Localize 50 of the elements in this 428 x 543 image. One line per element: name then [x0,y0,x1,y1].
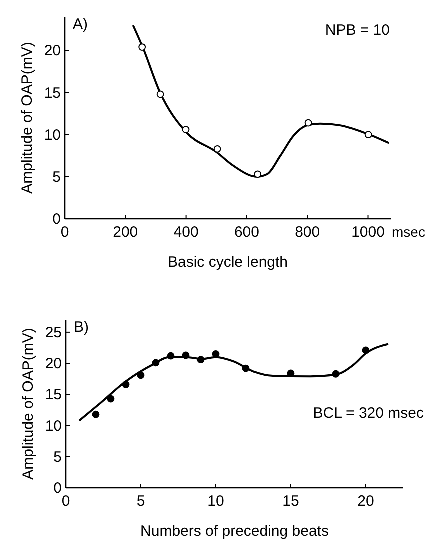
chart-title: B) [74,319,90,336]
point [156,90,164,98]
point [197,356,205,364]
annotation: BCL = 320 msec [313,405,424,422]
y-tick-label: 20 [44,42,61,60]
line-series [132,24,390,178]
x-tick-label: 200 [113,224,138,241]
y-tick-label: 15 [44,84,61,102]
y-axis-title: Amplitude of OAP(mV) [20,328,37,480]
x-tick-label: 600 [234,224,260,241]
point [362,346,370,354]
point [138,44,146,51]
point [214,145,222,153]
y-tick-label: 20 [45,356,62,373]
x-tick-label: 5 [136,493,146,510]
x-tick-label: 400 [174,224,199,241]
point [167,352,175,360]
y-tick-label: 5 [54,448,62,466]
chart-title: A) [73,16,88,33]
point [364,131,372,139]
x-axis-title: Basic cycle length [168,254,288,271]
x-tick-label: 10 [208,493,224,510]
line-series [78,343,390,422]
point [107,395,115,403]
point [137,372,145,380]
point [152,359,160,367]
x-axis-title: Numbers of preceding beats [140,523,329,540]
text: msec [392,224,426,240]
x-tick-label: 15 [282,493,300,510]
point [254,170,262,178]
point [332,370,340,378]
point [242,364,250,372]
y-tick-label: 0 [52,211,61,228]
y-tick-label: 15 [45,386,62,404]
x-tick-label: 800 [295,224,320,241]
annotation: NPB = 10 [325,22,390,39]
y-tick-label: 10 [45,418,62,435]
point [182,352,190,360]
y-tick-label: 25 [45,324,62,342]
point [212,350,220,358]
x-tick-label: 1000 [352,224,385,241]
point [92,410,100,418]
point [304,119,312,127]
point [182,126,190,134]
y-tick-label: 0 [54,480,62,497]
y-axis-title: Amplitude of OAP(mV) [19,42,36,194]
x-tick-label: 20 [358,493,374,510]
y-tick-label: 10 [44,126,61,144]
point [122,381,130,388]
y-tick-label: 5 [52,168,61,186]
